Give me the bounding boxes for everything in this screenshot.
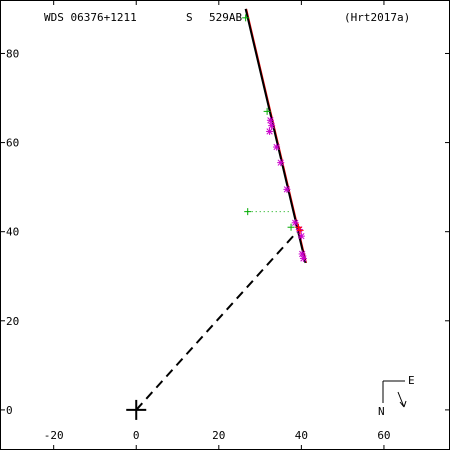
- primary-star-group: [126, 399, 147, 420]
- asterisk-point: [298, 250, 306, 258]
- x-tick-label: -20: [44, 429, 64, 442]
- radius-vector-group: [135, 233, 296, 411]
- asterisk-point: [273, 143, 281, 151]
- y-tick-label: 0: [6, 404, 13, 417]
- motion-direction-arrow: [397, 391, 407, 408]
- plus-point: [263, 107, 271, 115]
- discoverer-prefix: S: [186, 11, 193, 24]
- discoverer-code: 529AB: [209, 11, 242, 24]
- reference-code: (Hrt2017a): [344, 11, 410, 24]
- wds-designation: WDS 06376+1211: [44, 11, 137, 24]
- plus-point: [244, 208, 252, 216]
- x-tick-label: 0: [133, 429, 140, 442]
- asterisk-point: [268, 122, 276, 130]
- x-tick-label: 20: [212, 429, 225, 442]
- y-tick-label: 20: [6, 315, 19, 328]
- plus-point: [296, 226, 304, 234]
- asterisk-point: [299, 254, 307, 262]
- observation-points: [242, 14, 307, 262]
- axis-tick-labels: -20 0 20 40 60 0 20 40 60 80: [6, 47, 391, 442]
- plus-point: [242, 14, 250, 22]
- compass: E N: [378, 374, 415, 418]
- asterisk-point: [277, 159, 285, 167]
- y-tick-label: 60: [6, 137, 19, 150]
- compass-east-label: E: [408, 374, 415, 387]
- y-tick-label: 40: [6, 226, 19, 239]
- compass-north-label: N: [378, 405, 385, 418]
- plus-point: [294, 223, 302, 231]
- asterisk-point: [297, 232, 305, 240]
- asterisk-point: [283, 185, 291, 193]
- x-tick-label: 60: [377, 429, 390, 442]
- x-tick-label: 40: [295, 429, 308, 442]
- plus-point: [287, 223, 295, 231]
- radius-vector-line: [135, 233, 296, 411]
- asterisk-point: [266, 116, 274, 124]
- asterisk-point: [266, 127, 274, 135]
- asterisk-point: [291, 219, 299, 227]
- y-tick-label: 80: [6, 47, 19, 60]
